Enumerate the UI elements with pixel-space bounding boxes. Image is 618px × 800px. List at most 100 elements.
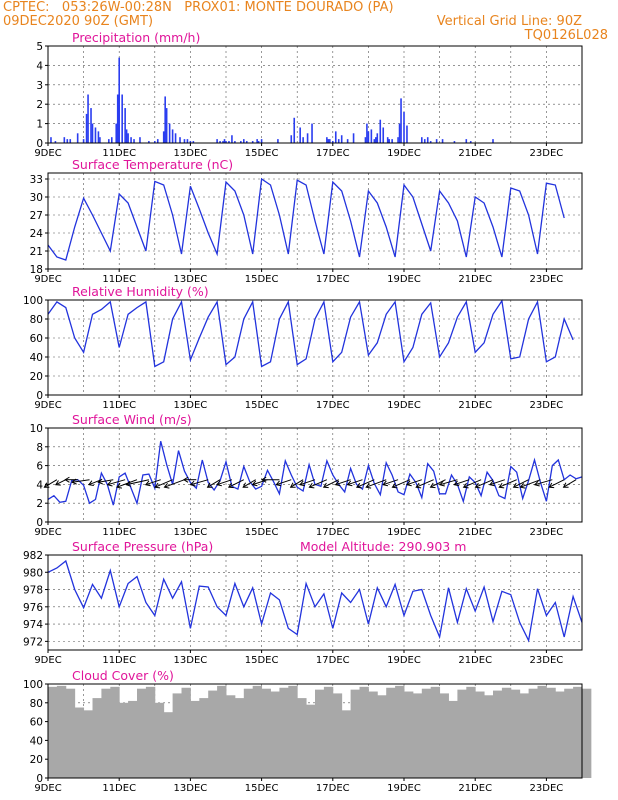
precip-bar bbox=[293, 117, 296, 143]
precip-bar bbox=[183, 139, 186, 143]
x-tick-label: 17DEC bbox=[316, 274, 350, 285]
y-tick-label: 100 bbox=[23, 295, 43, 307]
x-tick-label: 9DEC bbox=[34, 400, 61, 411]
cloud-bar bbox=[234, 698, 245, 778]
precip-bar bbox=[82, 139, 85, 143]
panel-title: Precipitation (mm/h) bbox=[72, 30, 200, 45]
precip-bar bbox=[225, 141, 227, 143]
precip-bar bbox=[382, 127, 385, 143]
precip-bar bbox=[375, 137, 377, 143]
precip-bar bbox=[326, 137, 328, 143]
cloud-bar bbox=[297, 698, 307, 778]
cloud-bar bbox=[546, 687, 556, 778]
wind-vector bbox=[520, 479, 541, 488]
precip-bar bbox=[63, 137, 66, 143]
wind-vector bbox=[252, 479, 268, 486]
precip-bar bbox=[391, 139, 393, 143]
x-tick-label: 19DEC bbox=[387, 274, 421, 285]
wind-vector-head bbox=[429, 482, 436, 489]
wind-vector-head bbox=[97, 478, 104, 485]
wind-vector-head bbox=[227, 482, 234, 489]
panel-title: Surface Temperature (nC) bbox=[72, 157, 233, 172]
wind-vector-head bbox=[415, 482, 422, 489]
precip-bar bbox=[165, 108, 168, 143]
x-tick-label: 21DEC bbox=[458, 655, 492, 666]
y-tick-label: 5 bbox=[36, 41, 43, 53]
cloud-bar bbox=[172, 693, 182, 778]
precip-bar bbox=[240, 141, 242, 143]
y-tick-label: 80 bbox=[30, 698, 43, 710]
y-tick-label: 4 bbox=[36, 479, 43, 491]
panel-humidity: 0 20 40 60 80 100 9DEC 11DEC 13DEC 15DEC 17DEC 19DE… bbox=[23, 284, 583, 411]
panel-precipitation: 0 1 2 3 4 5 9DEC 11DEC 13DEC 15DEC 17DEC 19DEC 21DEC… bbox=[34, 30, 583, 159]
header-date: 09DEC2020 90Z (GMT) bbox=[3, 14, 154, 29]
panel-subtitle: Model Altitude: 290.903 m bbox=[300, 539, 466, 554]
precip-bar bbox=[54, 141, 57, 143]
panel-frame bbox=[47, 554, 583, 651]
precip-bar bbox=[373, 139, 376, 143]
precip-bar bbox=[306, 133, 309, 143]
cloud-bar bbox=[332, 693, 343, 778]
cloud-bar bbox=[323, 686, 334, 778]
precip-bar bbox=[311, 123, 313, 143]
x-tick-label: 19DEC bbox=[387, 148, 421, 159]
cloud-bar bbox=[217, 685, 227, 778]
wind-vector-head bbox=[438, 480, 445, 487]
cloud-bar bbox=[119, 702, 129, 778]
cloud-bar bbox=[56, 685, 67, 778]
precip-bar bbox=[164, 96, 166, 143]
y-tick-label: 974 bbox=[23, 619, 43, 631]
precip-bar bbox=[154, 141, 156, 143]
y-tick-label: 1 bbox=[36, 119, 43, 131]
cloud-bar bbox=[475, 691, 485, 778]
x-tick-label: 17DEC bbox=[316, 655, 350, 666]
x-tick-label: 11DEC bbox=[102, 655, 136, 666]
cloud-bar bbox=[128, 700, 138, 778]
x-tick-label: 21DEC bbox=[458, 783, 492, 794]
y-tick-label: 60 bbox=[30, 333, 43, 345]
precip-bar bbox=[492, 139, 494, 143]
wind-vector bbox=[439, 479, 458, 486]
wind-vector bbox=[563, 479, 577, 488]
cloud-bar bbox=[421, 688, 432, 778]
cloud-bar bbox=[315, 689, 325, 778]
precip-bar bbox=[426, 137, 429, 143]
wind-vector bbox=[454, 479, 470, 486]
y-tick-label: 27 bbox=[30, 210, 43, 222]
precip-bar bbox=[334, 131, 337, 143]
precip-bar bbox=[329, 139, 331, 143]
x-tick-label: 21DEC bbox=[458, 274, 492, 285]
x-tick-label: 13DEC bbox=[174, 148, 208, 159]
wind-vector-head bbox=[548, 482, 555, 489]
wind-vector bbox=[534, 479, 553, 486]
x-tick-label: 9DEC bbox=[34, 274, 61, 285]
x-tick-label: 11DEC bbox=[102, 400, 136, 411]
precip-bar bbox=[121, 94, 123, 143]
precip-bar bbox=[171, 129, 174, 143]
wind-vector bbox=[126, 479, 149, 486]
precip-bar bbox=[340, 135, 343, 143]
cloud-bar bbox=[163, 712, 174, 778]
precip-bar bbox=[435, 139, 438, 143]
cloud-bar bbox=[573, 686, 583, 778]
cloud-bar bbox=[448, 700, 458, 778]
precip-bar bbox=[139, 137, 141, 143]
cloud-bar bbox=[226, 695, 236, 778]
wind-vector-head bbox=[498, 482, 505, 489]
wind-vector bbox=[164, 479, 185, 488]
wind-vector-head bbox=[562, 482, 569, 488]
cloud-bar bbox=[243, 688, 254, 778]
panel-title: Surface Wind (m/s) bbox=[72, 412, 192, 427]
precip-bar bbox=[386, 137, 389, 143]
y-tick-label: 4 bbox=[36, 60, 43, 72]
x-tick-label: 17DEC bbox=[316, 148, 350, 159]
precip-bar bbox=[290, 135, 293, 143]
y-tick-label: 60 bbox=[30, 717, 43, 729]
precip-bar bbox=[148, 141, 150, 143]
wind-vector bbox=[335, 479, 351, 486]
wind-vector-head bbox=[488, 480, 495, 487]
x-tick-label: 15DEC bbox=[245, 274, 279, 285]
precip-bar bbox=[469, 141, 472, 143]
wind-vector bbox=[299, 479, 316, 486]
